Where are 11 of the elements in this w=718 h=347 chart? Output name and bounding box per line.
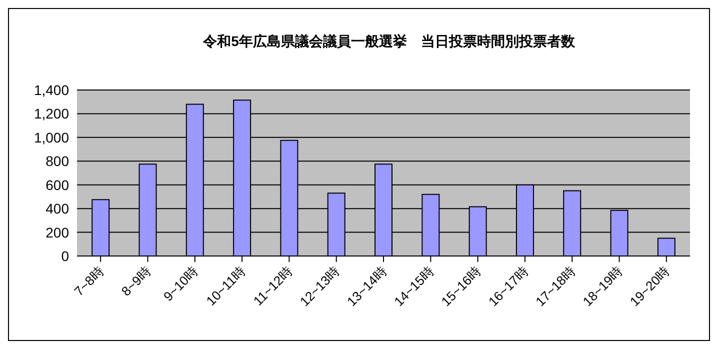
y-tick-label: 600 — [46, 176, 70, 193]
y-tick-label: 1,200 — [34, 106, 70, 122]
x-tick-label: 7~8時 — [71, 264, 107, 299]
y-tick-label: 400 — [46, 200, 70, 217]
y-tick-label: 800 — [46, 153, 70, 170]
y-tick-label: 0 — [61, 248, 70, 264]
y-tick-label: 1,400 — [34, 82, 70, 98]
chart-title: 令和5年広島県議会議員一般選挙 当日投票時間別投票者数 — [202, 33, 576, 51]
x-tick-label: 8~9時 — [118, 264, 154, 299]
y-tick-label: 1,000 — [34, 129, 70, 146]
y-tick-label: 200 — [46, 224, 70, 240]
